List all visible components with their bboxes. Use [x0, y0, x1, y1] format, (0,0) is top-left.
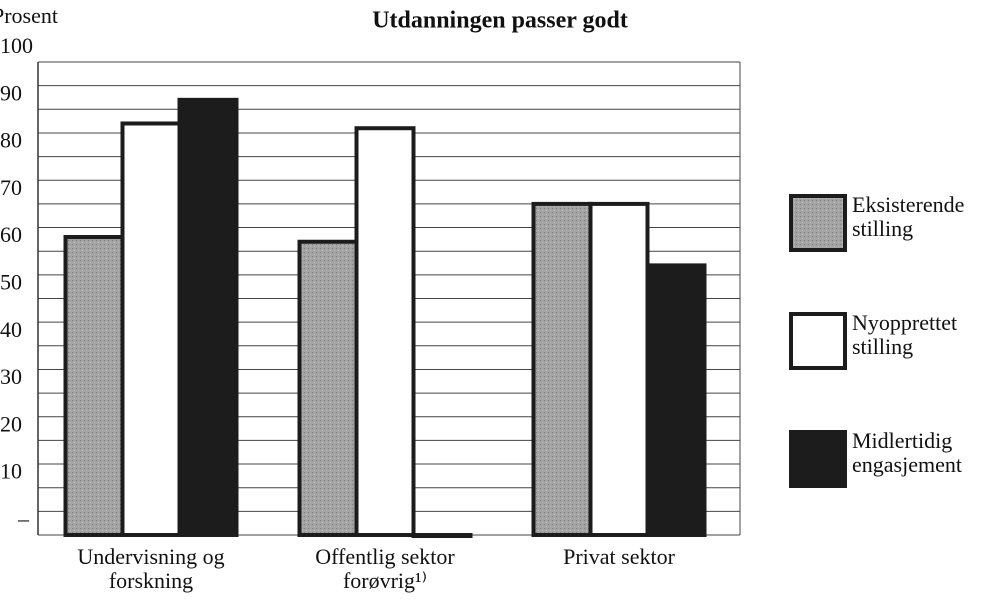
- y-tick-label: 10: [0, 459, 22, 484]
- bar: [63, 235, 125, 537]
- y-tick-label: 50: [0, 270, 22, 295]
- chart-title: Utdanningen passer godt: [372, 8, 628, 34]
- bar: [645, 263, 707, 537]
- bar: [411, 533, 473, 538]
- x-tick-label: Privat sektor: [563, 544, 675, 569]
- bar: [177, 97, 239, 537]
- legend-swatch: [789, 312, 847, 370]
- bar: [120, 121, 182, 538]
- legend-swatch: [789, 194, 847, 252]
- bar: [354, 126, 416, 537]
- y-tick-label: 60: [0, 222, 22, 247]
- y-tick-label: 20: [0, 411, 22, 436]
- legend-swatch: [789, 430, 847, 488]
- legend-label: Midlertidig engasjement: [852, 428, 962, 477]
- x-tick-label: Offentlig sektor forøvrig¹⁾: [315, 544, 455, 593]
- y-axis-label: Prosent: [0, 3, 58, 28]
- y-tick-label: 100: [0, 33, 33, 58]
- y-tick-label: 80: [0, 128, 22, 153]
- y-tick-label: 70: [0, 175, 22, 200]
- legend-label: Eksisterende stilling: [852, 192, 965, 241]
- x-tick-label: Undervisning og forskning: [77, 544, 225, 593]
- y-tick-label: 30: [0, 364, 22, 389]
- y-tick-label: 90: [0, 80, 22, 105]
- legend-label: Nyopprettet stilling: [852, 310, 958, 359]
- y-tick-label: 40: [0, 317, 22, 342]
- y-tick-label: –: [17, 506, 30, 531]
- bar: [588, 201, 650, 537]
- bar: [531, 201, 593, 537]
- bar: [297, 239, 359, 538]
